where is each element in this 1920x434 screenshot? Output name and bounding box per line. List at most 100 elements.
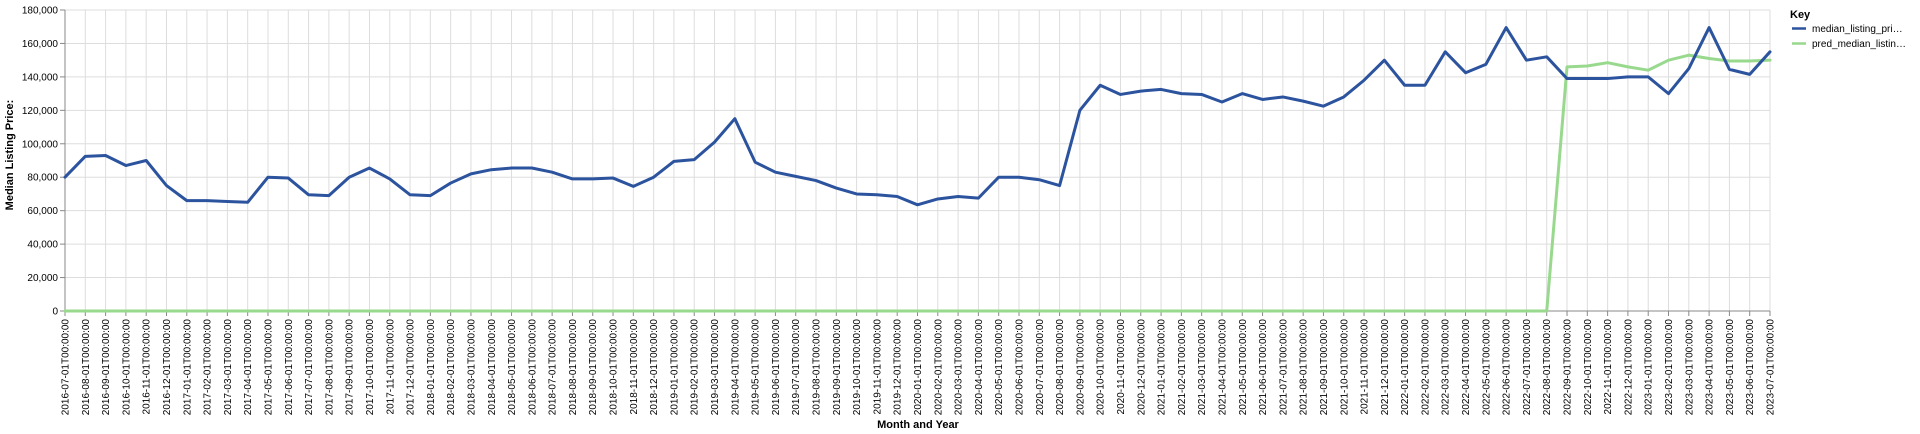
x-tick-label: 2023-05-01T00:00:00 (1725, 319, 1736, 416)
y-tick-label: 80,000 (27, 173, 58, 184)
x-tick-label: 2021-07-01T00:00:00 (1278, 319, 1289, 416)
x-tick-label: 2018-09-01T00:00:00 (588, 319, 599, 416)
x-tick-label: 2019-08-01T00:00:00 (812, 319, 823, 416)
x-tick-label: 2022-03-01T00:00:00 (1441, 319, 1452, 416)
x-tick-label: 2017-01-01T00:00:00 (182, 319, 193, 416)
x-tick-label: 2017-05-01T00:00:00 (263, 319, 274, 416)
legend: Key median_listing_pri… pred_median_listi… (1790, 9, 1906, 50)
x-tick-label: 2020-02-01T00:00:00 (933, 319, 944, 416)
x-tick-label: 2018-07-01T00:00:00 (548, 319, 559, 416)
y-tick-label: 40,000 (27, 240, 58, 251)
x-tick-label: 2023-02-01T00:00:00 (1664, 319, 1675, 416)
x-tick-label: 2020-10-01T00:00:00 (1096, 319, 1107, 416)
y-tick-label: 160,000 (22, 39, 59, 50)
y-tick-label: 120,000 (22, 106, 59, 117)
x-tick-label: 2021-09-01T00:00:00 (1319, 319, 1330, 416)
x-tick-label: 2017-02-01T00:00:00 (203, 319, 214, 416)
x-tick-label: 2020-09-01T00:00:00 (1075, 319, 1086, 416)
x-tick-label: 2020-04-01T00:00:00 (974, 319, 985, 416)
x-tick-label: 2021-01-01T00:00:00 (1157, 319, 1168, 416)
x-tick-label: 2019-12-01T00:00:00 (893, 319, 904, 416)
y-axis-title: Median Listing Price: (4, 100, 16, 211)
x-tick-label: 2021-06-01T00:00:00 (1258, 319, 1269, 416)
axes: 0 20,000 40,000 60,000 80,000 100,000 120,000 1… (22, 6, 1777, 416)
x-tick-label: 2022-02-01T00:00:00 (1420, 319, 1431, 416)
x-tick-label: 2019-03-01T00:00:00 (710, 319, 721, 416)
gridlines (64, 9, 1771, 312)
x-tick-label: 2016-12-01T00:00:00 (162, 319, 173, 416)
x-axis-title: Month and Year (877, 419, 959, 431)
x-tick-label: 2017-11-01T00:00:00 (385, 319, 396, 415)
x-tick-label: 2022-04-01T00:00:00 (1461, 319, 1472, 416)
x-tick-label: 2021-12-01T00:00:00 (1380, 319, 1391, 416)
y-tick-label: 0 (52, 307, 58, 318)
series-line-0 (63, 26, 1772, 207)
x-tick-label: 2020-12-01T00:00:00 (1136, 319, 1147, 416)
y-tick-label: 20,000 (27, 273, 58, 284)
x-tick-label: 2019-06-01T00:00:00 (771, 319, 782, 416)
x-tick-label: 2023-06-01T00:00:00 (1745, 319, 1756, 416)
x-tick-label: 2023-04-01T00:00:00 (1705, 319, 1716, 416)
x-tick-label: 2020-11-01T00:00:00 (1116, 319, 1127, 415)
x-tick-label: 2018-12-01T00:00:00 (649, 319, 660, 416)
x-tick-label: 2022-08-01T00:00:00 (1542, 319, 1553, 416)
x-tick-label: 2022-10-01T00:00:00 (1583, 319, 1594, 416)
legend-label: pred_median_listin… (1812, 39, 1906, 50)
x-tick-label: 2017-03-01T00:00:00 (223, 319, 234, 416)
x-tick-label: 2022-12-01T00:00:00 (1623, 319, 1634, 416)
x-tick-label: 2020-08-01T00:00:00 (1055, 319, 1066, 416)
x-tick-label: 2021-08-01T00:00:00 (1299, 319, 1310, 416)
x-tick-label: 2023-01-01T00:00:00 (1644, 319, 1655, 416)
x-tick-label: 2017-06-01T00:00:00 (284, 319, 295, 416)
x-tick-label: 2020-05-01T00:00:00 (994, 319, 1005, 416)
x-tick-label: 2019-07-01T00:00:00 (791, 319, 802, 416)
x-tick-label: 2019-09-01T00:00:00 (832, 319, 843, 416)
x-tick-label: 2021-05-01T00:00:00 (1238, 319, 1249, 416)
x-tick-label: 2017-07-01T00:00:00 (304, 319, 315, 416)
x-tick-label: 2018-02-01T00:00:00 (446, 319, 457, 416)
x-tick-label: 2019-02-01T00:00:00 (690, 319, 701, 416)
x-tick-label: 2019-10-01T00:00:00 (852, 319, 863, 416)
x-tick-label: 2020-01-01T00:00:00 (913, 319, 924, 416)
x-tick-label: 2018-10-01T00:00:00 (609, 319, 620, 416)
x-tick-label: 2021-04-01T00:00:00 (1217, 319, 1228, 416)
x-tick-label: 2021-10-01T00:00:00 (1339, 319, 1350, 416)
x-tick-label: 2016-11-01T00:00:00 (142, 319, 153, 415)
series-lines (63, 26, 1772, 313)
x-tick-label: 2022-06-01T00:00:00 (1502, 319, 1513, 416)
x-tick-label: 2018-03-01T00:00:00 (466, 319, 477, 416)
x-tick-label: 2018-04-01T00:00:00 (487, 319, 498, 416)
x-tick-label: 2022-11-01T00:00:00 (1603, 319, 1614, 415)
x-tick-label: 2018-11-01T00:00:00 (629, 319, 640, 415)
x-tick-label: 2023-07-01T00:00:00 (1766, 319, 1777, 416)
x-tick-label: 2019-04-01T00:00:00 (730, 319, 741, 416)
x-tick-label: 2021-03-01T00:00:00 (1197, 319, 1208, 416)
x-tick-label: 2022-05-01T00:00:00 (1481, 319, 1492, 416)
x-tick-label: 2018-05-01T00:00:00 (507, 319, 518, 416)
x-tick-label: 2016-08-01T00:00:00 (81, 319, 92, 416)
x-tick-label: 2017-09-01T00:00:00 (345, 319, 356, 416)
x-tick-label: 2016-09-01T00:00:00 (101, 319, 112, 416)
x-tick-label: 2017-08-01T00:00:00 (324, 319, 335, 416)
legend-items: median_listing_pri… pred_median_listin… (1792, 24, 1906, 50)
y-tick-label: 180,000 (22, 6, 59, 17)
x-tick-label: 2019-01-01T00:00:00 (669, 319, 680, 416)
x-tick-label: 2021-02-01T00:00:00 (1177, 319, 1188, 416)
y-tick-label: 60,000 (27, 206, 58, 217)
x-tick-label: 2022-07-01T00:00:00 (1522, 319, 1533, 416)
x-tick-label: 2023-03-01T00:00:00 (1684, 319, 1695, 416)
x-tick-label: 2017-12-01T00:00:00 (406, 319, 417, 416)
x-tick-label: 2017-10-01T00:00:00 (365, 319, 376, 416)
x-tick-label: 2017-04-01T00:00:00 (243, 319, 254, 416)
x-tick-label: 2018-08-01T00:00:00 (568, 319, 579, 416)
x-tick-label: 2016-07-01T00:00:00 (61, 319, 72, 416)
x-tick-label: 2018-01-01T00:00:00 (426, 319, 437, 416)
y-tick-label: 140,000 (22, 72, 59, 83)
legend-title: Key (1790, 9, 1811, 21)
x-tick-label: 2019-11-01T00:00:00 (872, 319, 883, 415)
x-tick-label: 2021-11-01T00:00:00 (1360, 319, 1371, 415)
x-tick-label: 2020-03-01T00:00:00 (954, 319, 965, 416)
x-tick-label: 2022-01-01T00:00:00 (1400, 319, 1411, 416)
series-line-1 (63, 53, 1772, 313)
